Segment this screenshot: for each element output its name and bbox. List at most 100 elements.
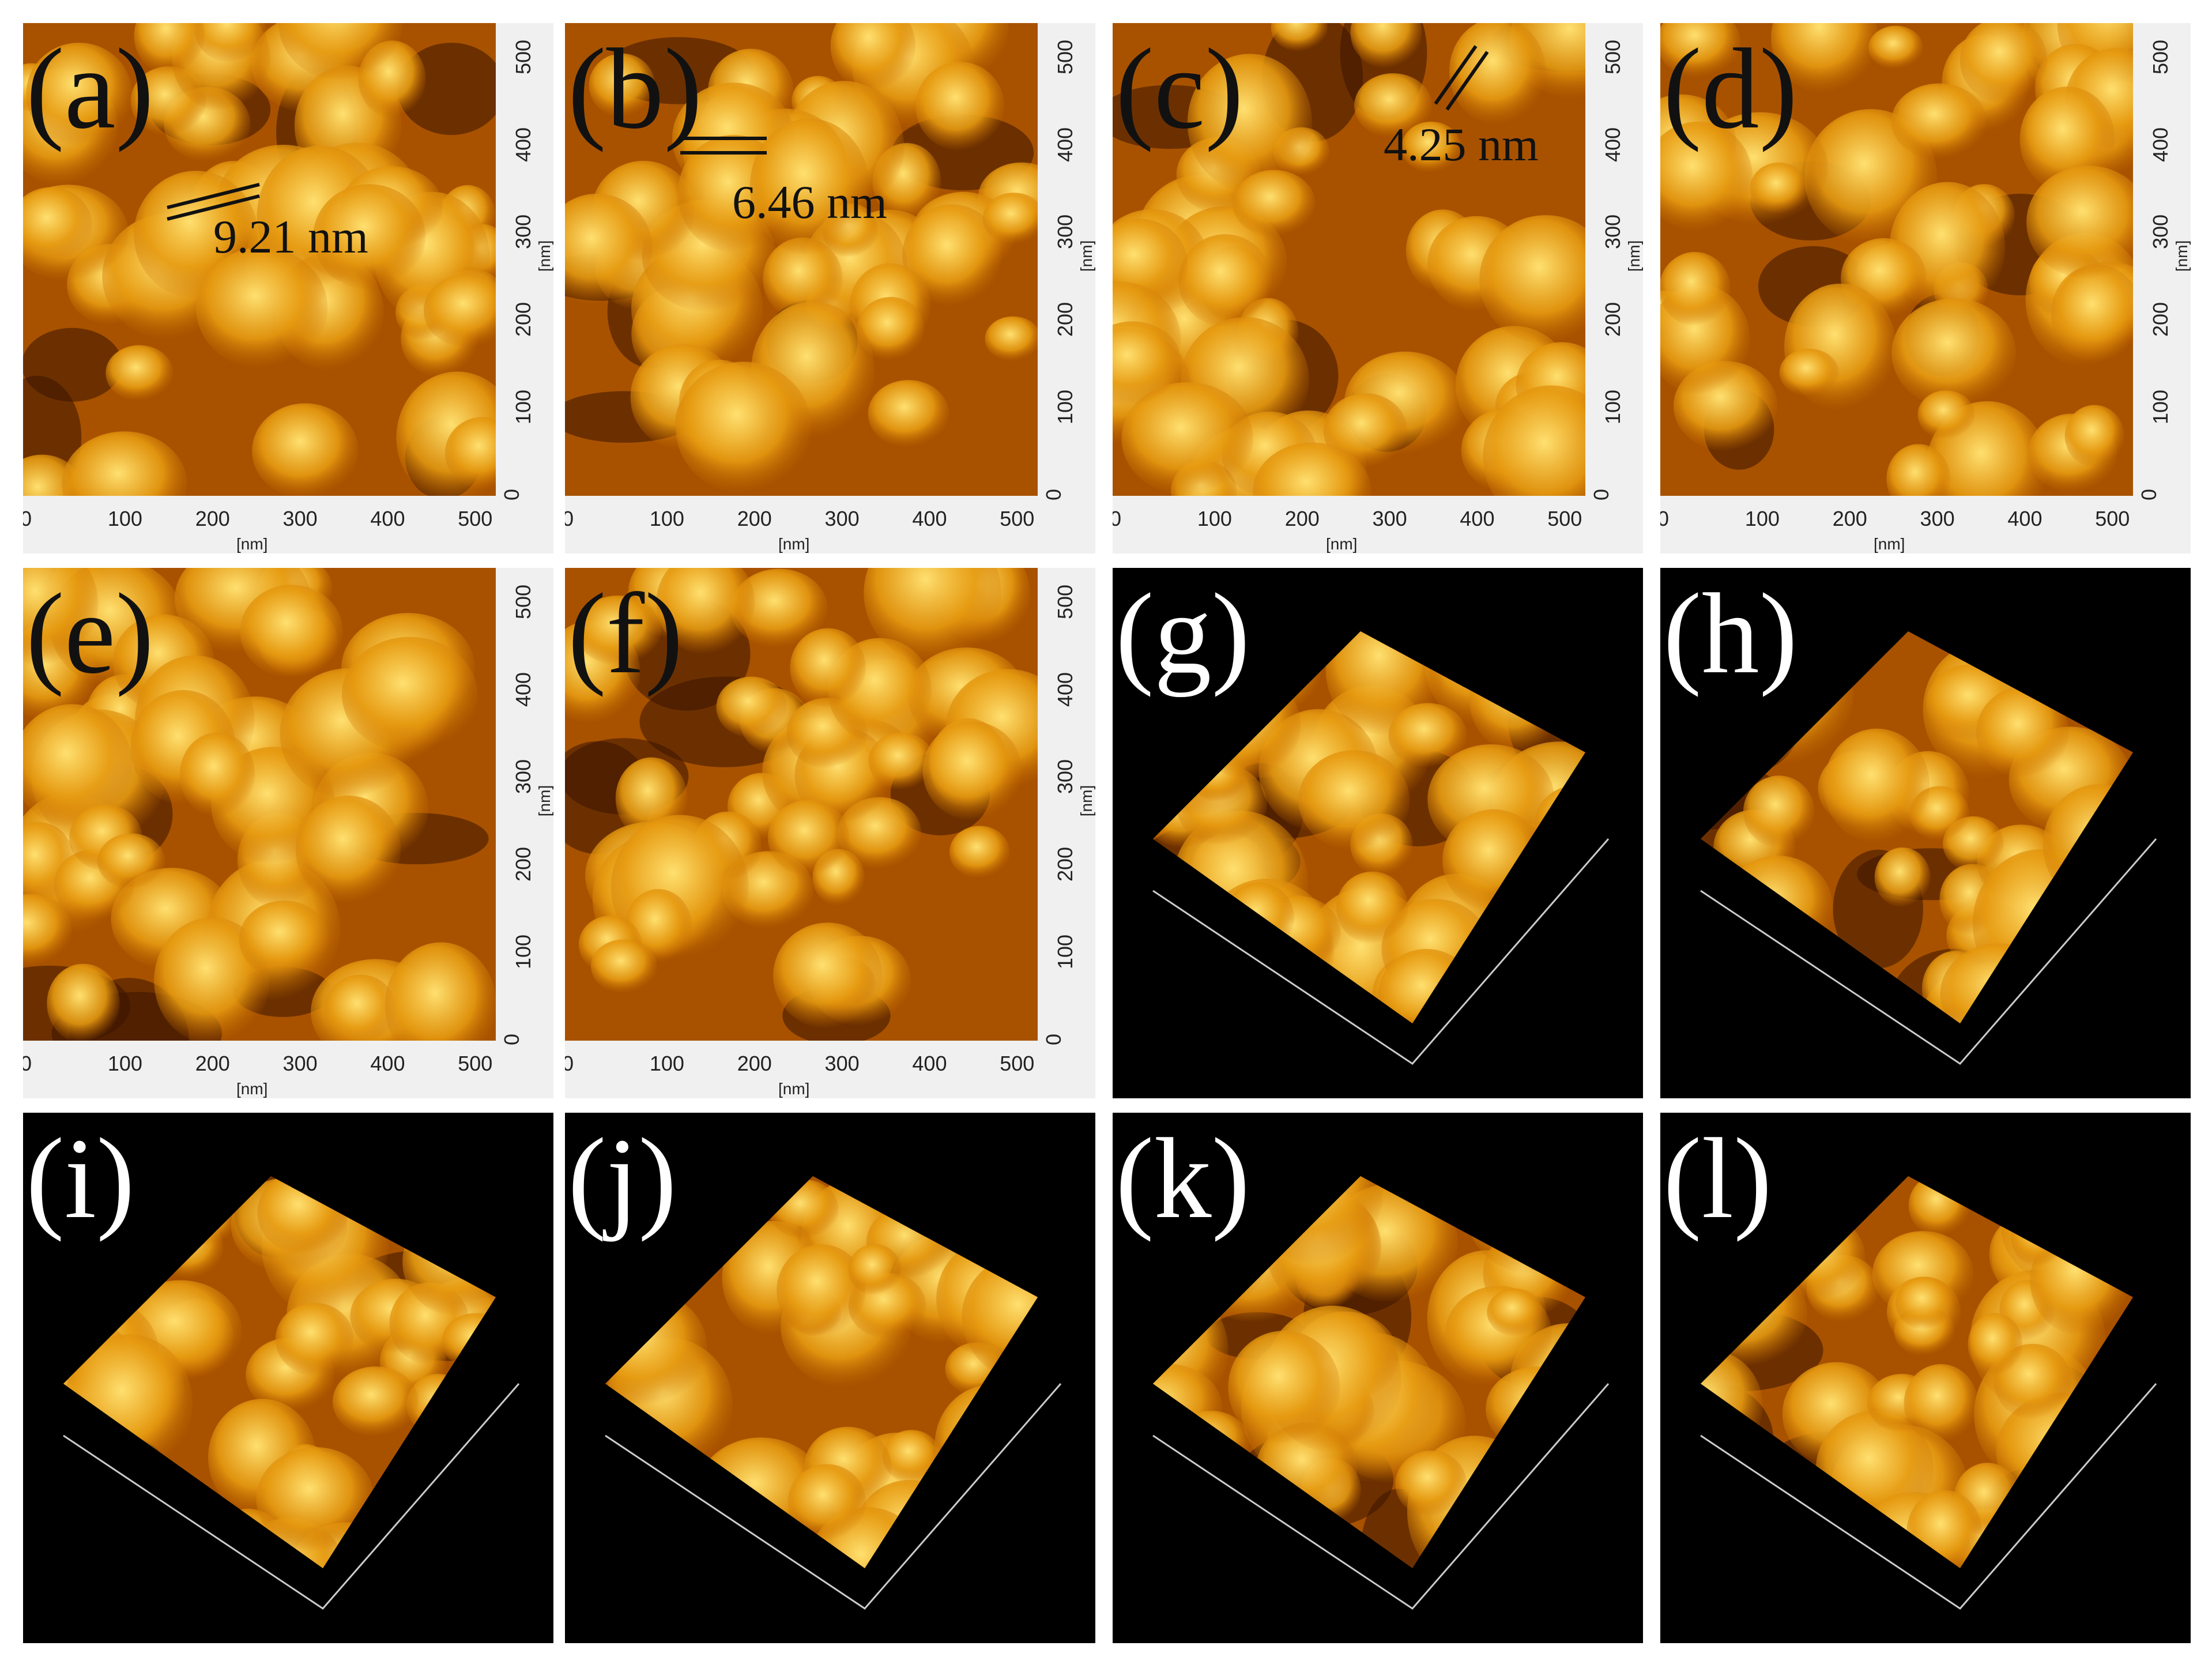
boundary-marker-line bbox=[167, 183, 260, 209]
x-tick-label: 200 bbox=[1284, 507, 1320, 530]
panel-label: (k) bbox=[1116, 1115, 1250, 1242]
panel-d: 0 100 200 300 400 500 [nm] 0 100 200 300 400 500 [nm] bbox=[1660, 23, 2191, 553]
grain-boundary-width: 9.21 nm bbox=[213, 210, 368, 263]
x-axis-unit: [nm] bbox=[778, 535, 810, 553]
x-tick-label: 300 bbox=[282, 507, 318, 530]
afm-height-map bbox=[565, 23, 1038, 496]
afm-grain bbox=[295, 795, 401, 904]
x-tick-label: 500 bbox=[1547, 507, 1582, 530]
panel-label: (j) bbox=[568, 1115, 677, 1242]
x-tick-label: 400 bbox=[370, 1052, 405, 1075]
afm-grain bbox=[763, 237, 843, 321]
afm-grain bbox=[194, 23, 266, 62]
afm-grain bbox=[256, 1447, 375, 1551]
afm-grain bbox=[1271, 23, 1328, 52]
grain-boundary-width: 6.46 nm bbox=[732, 176, 887, 228]
afm-grain bbox=[1121, 382, 1253, 496]
x-axis-unit: [nm] bbox=[778, 1080, 810, 1098]
afm-grain bbox=[1968, 1313, 2023, 1376]
afm-grain bbox=[590, 939, 657, 993]
afm-grain bbox=[902, 204, 1002, 307]
afm-grain bbox=[1298, 750, 1410, 851]
grain-boundary-width: 4.25 nm bbox=[1384, 118, 1539, 171]
x-tick-label: 300 bbox=[1372, 507, 1407, 530]
render-base-edge bbox=[1700, 838, 2157, 1065]
x-axis-unit: [nm] bbox=[236, 1080, 268, 1098]
afm-grain bbox=[134, 23, 205, 75]
render-base-edge bbox=[1152, 1383, 1610, 1610]
afm-grain bbox=[767, 800, 850, 876]
afm-grain bbox=[675, 361, 811, 494]
x-tick-label: 100 bbox=[649, 507, 684, 530]
afm-grain bbox=[105, 345, 174, 401]
afm-grain bbox=[1891, 298, 2017, 409]
x-tick-label: 300 bbox=[824, 1052, 860, 1075]
x-tick-label: 400 bbox=[912, 1052, 947, 1075]
afm-grain bbox=[868, 380, 949, 448]
afm-grain bbox=[575, 595, 661, 665]
afm-3d-render bbox=[63, 1176, 520, 1610]
afm-grain bbox=[790, 628, 866, 708]
x-tick-label: 0 bbox=[23, 1052, 32, 1075]
x-tick-label: 0 bbox=[1660, 507, 1670, 530]
afm-grain bbox=[1660, 23, 1741, 78]
afm-grain bbox=[1354, 73, 1432, 138]
afm-grain bbox=[1823, 728, 1930, 843]
afm-grain bbox=[444, 417, 496, 489]
afm-height-map bbox=[23, 23, 496, 496]
x-tick-label: 300 bbox=[824, 507, 860, 530]
x-tick-label: 400 bbox=[2007, 507, 2043, 530]
afm-grain bbox=[730, 568, 828, 649]
afm-grain bbox=[1253, 442, 1371, 496]
afm-grain bbox=[1113, 321, 1182, 405]
afm-grain bbox=[915, 62, 1005, 151]
x-tick-label: 500 bbox=[1000, 507, 1035, 530]
afm-grain bbox=[1336, 871, 1408, 944]
render-base-edge bbox=[63, 1383, 520, 1610]
afm-3d-render bbox=[1152, 631, 1610, 1065]
afm-grain bbox=[882, 1430, 941, 1483]
afm-grain bbox=[1483, 385, 1585, 496]
panel-e: 0 100 200 300 400 500 [nm] 0 100 200 300 400 500 [nm] bbox=[23, 568, 553, 1098]
afm-grain bbox=[239, 901, 329, 979]
afm-grain bbox=[1479, 215, 1585, 345]
afm-grain bbox=[656, 568, 755, 654]
panel-a: 0 100 200 300 400 500 [nm] 0 100 200 300 400 500 [nm] bbox=[23, 23, 553, 553]
afm-grain bbox=[1660, 122, 1753, 232]
afm-3d-render bbox=[605, 1176, 1062, 1610]
x-tick-label: 200 bbox=[737, 1052, 772, 1075]
afm-grain bbox=[23, 187, 92, 264]
panel-label: (a) bbox=[26, 25, 154, 153]
afm-grain bbox=[773, 922, 883, 1029]
afm-grain bbox=[2026, 165, 2133, 279]
x-tick-label: 200 bbox=[1832, 507, 1867, 530]
panel-b: 0 100 200 300 400 500 [nm] 0 100 200 300 400 500 [nm] bbox=[565, 23, 1095, 553]
panel-label: (h) bbox=[1663, 570, 1798, 698]
x-axis-unit: [nm] bbox=[1874, 535, 1905, 553]
afm-grain bbox=[1771, 23, 1879, 93]
panel-i bbox=[23, 1113, 553, 1643]
afm-grain bbox=[1228, 1331, 1340, 1444]
x-tick-label: 400 bbox=[1460, 507, 1495, 530]
x-tick-label: 200 bbox=[737, 507, 772, 530]
afm-grain bbox=[23, 894, 72, 966]
x-tick-label: 0 bbox=[565, 507, 574, 530]
afm-grain bbox=[275, 1302, 354, 1376]
afm-grain bbox=[716, 676, 787, 738]
afm-grain bbox=[240, 585, 344, 679]
afm-grain bbox=[589, 53, 655, 118]
afm-height-map bbox=[565, 568, 1038, 1041]
x-axis-unit: [nm] bbox=[236, 535, 268, 553]
afm-grain bbox=[324, 974, 397, 1041]
x-tick-label: 500 bbox=[1000, 1052, 1035, 1075]
afm-grain bbox=[962, 1255, 1038, 1380]
afm-grain bbox=[565, 193, 653, 305]
afm-grain bbox=[23, 704, 133, 827]
afm-grain bbox=[1868, 25, 1923, 70]
afm-grain bbox=[1917, 390, 1975, 439]
x-tick-label: 300 bbox=[282, 1052, 318, 1075]
afm-grain bbox=[1323, 393, 1408, 468]
afm-grain bbox=[423, 274, 496, 348]
x-tick-label: 100 bbox=[107, 507, 142, 530]
